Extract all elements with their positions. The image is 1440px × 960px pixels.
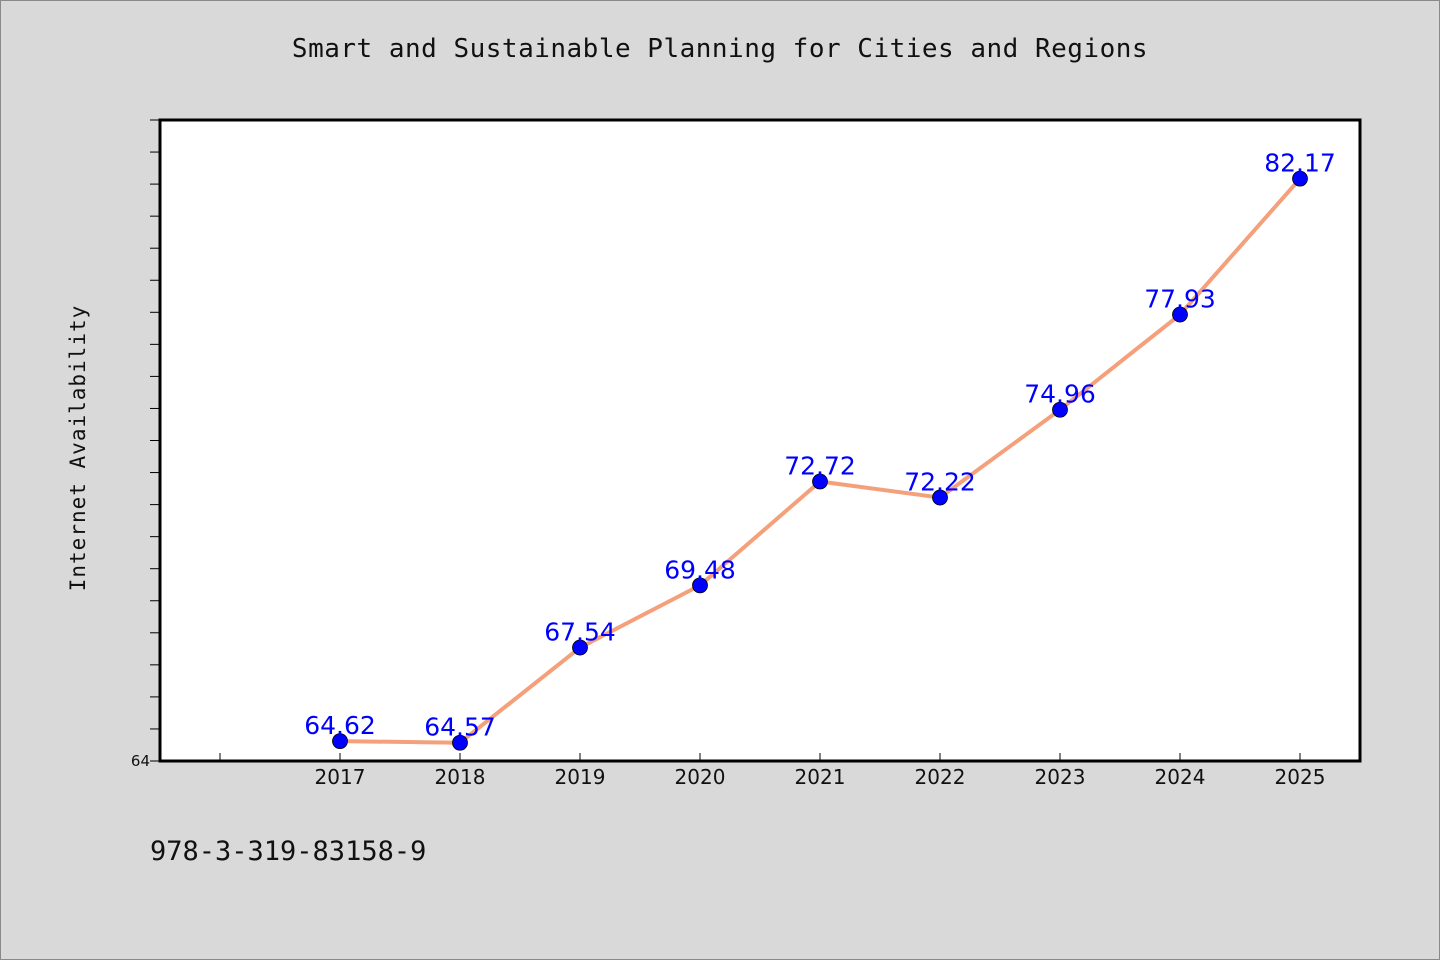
data-point (452, 734, 468, 751)
plot-area (158, 118, 1362, 763)
data-label: 74.96 (1024, 380, 1096, 409)
y-tick-label: 64 (131, 752, 150, 770)
data-label: 72.72 (784, 452, 856, 481)
data-labels-layer: 64.62 64.57 67.54 69.48 72.72 72.22 74.96 77.93… (304, 149, 1336, 742)
data-point (1172, 306, 1188, 323)
x-axis-ticks: 2017 2018 2019 2020 2021 2022 2023 2024 2025 (219, 753, 1326, 789)
data-point (572, 639, 588, 656)
data-point (332, 733, 348, 750)
data-label: 72.22 (904, 468, 976, 497)
chart-title: Smart and Sustainable Planning for Citie… (291, 34, 1149, 64)
data-label: 67.54 (544, 618, 616, 647)
data-label: 69.48 (664, 555, 736, 584)
x-tick-label: 2025 (1275, 765, 1326, 789)
data-label: 77.93 (1144, 285, 1216, 314)
isbn-text: 978-3-319-83158-9 (150, 836, 427, 867)
data-point (1292, 170, 1308, 187)
x-tick-label: 2022 (915, 765, 966, 789)
x-tick-label: 2017 (315, 765, 366, 789)
x-tick-label: 2024 (1155, 765, 1206, 789)
y-axis-ticks: 64 (131, 119, 160, 770)
x-tick-label: 2021 (795, 765, 846, 789)
x-tick-label: 2023 (1035, 765, 1086, 789)
data-point (692, 577, 708, 594)
x-tick-label: 2019 (555, 765, 606, 789)
data-label: 64.62 (304, 711, 376, 740)
x-tick-label: 2018 (435, 765, 486, 789)
data-label: 82.17 (1264, 149, 1336, 178)
x-tick-label: 2020 (675, 765, 726, 789)
data-label: 64.57 (424, 713, 496, 742)
data-point (1052, 401, 1068, 418)
data-point (812, 473, 828, 490)
series-layer (332, 170, 1308, 751)
data-point (932, 489, 948, 506)
